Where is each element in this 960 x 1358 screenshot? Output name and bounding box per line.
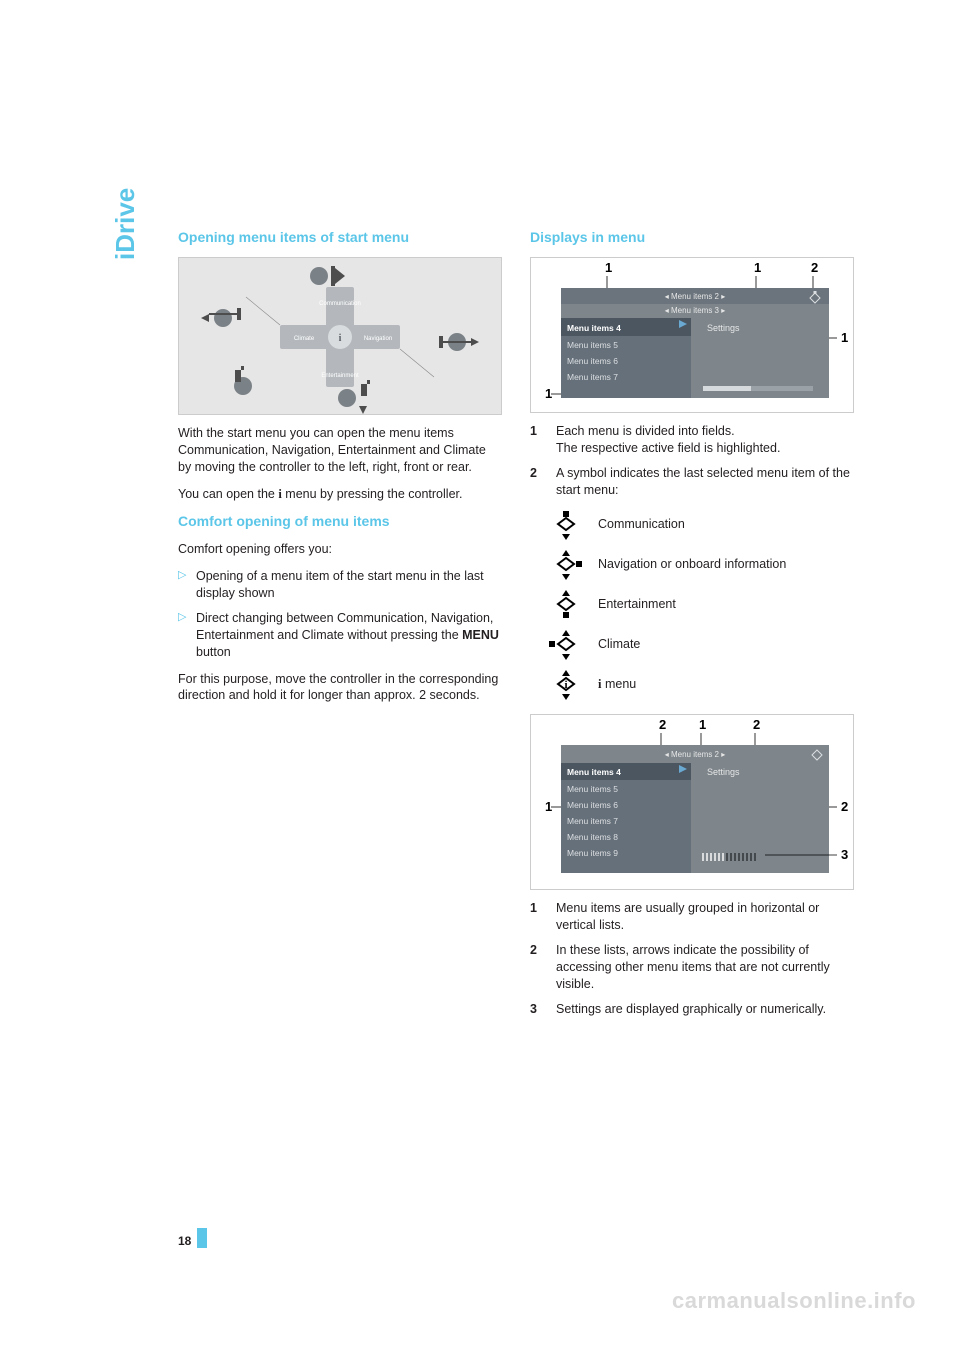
diamond-down-icon — [548, 588, 584, 620]
svg-text:3: 3 — [841, 847, 848, 862]
svg-text:◂ Menu items 3 ▸: ◂ Menu items 3 ▸ — [665, 306, 726, 315]
svg-text:Menu items 7: Menu items 7 — [567, 816, 618, 826]
symbol-row-comm: Communication — [548, 508, 854, 540]
svg-text:Menu items 8: Menu items 8 — [567, 832, 618, 842]
symbol-row-imenu: i i menu — [548, 668, 854, 700]
para-i-menu: You can open the i menu by pressing the … — [178, 486, 502, 503]
symbol-label: i menu — [598, 676, 636, 693]
svg-text:Communication: Communication — [319, 301, 361, 307]
symbol-label: Entertainment — [598, 596, 676, 613]
page-number-value: 18 — [178, 1234, 191, 1248]
svg-text:1: 1 — [699, 717, 706, 732]
svg-text:Climate: Climate — [294, 336, 315, 342]
para-comfort-hold: For this purpose, move the controller in… — [178, 671, 502, 705]
para-start-menu-desc: With the start menu you can open the men… — [178, 425, 502, 476]
svg-text:1: 1 — [841, 330, 848, 345]
para-comfort-intro: Comfort opening offers you: — [178, 541, 502, 558]
diamond-right-icon — [548, 548, 584, 580]
symbol-row-clim: Climate — [548, 628, 854, 660]
list-item: Opening of a menu item of the start menu… — [178, 568, 502, 602]
menu-button-label: MENU — [462, 628, 499, 642]
svg-text:Menu items 7: Menu items 7 — [567, 372, 618, 382]
text-fragment: The respective active field is highlight… — [556, 441, 780, 455]
list-item: Direct changing between Communication, N… — [178, 610, 502, 661]
diamond-left-icon — [548, 628, 584, 660]
svg-text:2: 2 — [841, 799, 848, 814]
list-item: 3 Settings are displayed graphically or n… — [530, 1001, 854, 1018]
svg-text:1: 1 — [545, 799, 552, 814]
symbol-label: Navigation or onboard information — [598, 556, 786, 573]
page-content: Opening menu items of start menu Communi… — [178, 228, 852, 1028]
svg-text:i: i — [339, 333, 342, 344]
figure-menu-fields: 1 1 2 ◂ Menu items 2 ▸ ◂ Menu items 3 ▸ … — [530, 257, 854, 413]
svg-text:Menu items 5: Menu items 5 — [567, 340, 618, 350]
list-number: 1 — [530, 423, 544, 457]
svg-text:2: 2 — [659, 717, 666, 732]
list-item: 1 Menu items are usually grouped in horiz… — [530, 900, 854, 934]
symbol-table: Communication Navigation or onboard info… — [548, 508, 854, 700]
text-fragment: button — [196, 645, 231, 659]
fields-legend: 1 Each menu is divided into fields. The … — [530, 423, 854, 499]
text-fragment: menu — [601, 677, 636, 691]
svg-text:Menu items 4: Menu items 4 — [567, 767, 621, 777]
svg-text:Menu items 6: Menu items 6 — [567, 356, 618, 366]
page-number: 18 — [178, 1228, 207, 1248]
svg-text:2: 2 — [753, 717, 760, 732]
svg-text:1: 1 — [605, 260, 612, 275]
list-item: 2 A symbol indicates the last selected m… — [530, 465, 854, 499]
text-fragment: You can open the — [178, 487, 278, 501]
list-number: 2 — [530, 465, 544, 499]
list-text: Menu items are usually grouped in horizo… — [556, 900, 854, 934]
symbol-label: Climate — [598, 636, 640, 653]
text-fragment: Direct changing between Communication, N… — [196, 611, 493, 642]
lists-legend: 1 Menu items are usually grouped in horiz… — [530, 900, 854, 1017]
comfort-bullets: Opening of a menu item of the start menu… — [178, 568, 502, 660]
list-text: In these lists, arrows indicate the poss… — [556, 942, 854, 993]
svg-text:Settings: Settings — [707, 767, 740, 777]
section-side-label: iDrive — [110, 188, 141, 260]
heading-displays: Displays in menu — [530, 228, 854, 247]
page-number-marker — [197, 1228, 207, 1248]
svg-text:Menu items 6: Menu items 6 — [567, 800, 618, 810]
right-column: Displays in menu 1 1 2 ◂ Menu items 2 ▸ … — [530, 228, 854, 1028]
svg-text:i: i — [564, 679, 567, 691]
svg-text:1: 1 — [754, 260, 761, 275]
svg-text:Settings: Settings — [707, 323, 740, 333]
svg-text:◂ Menu items 2 ▸: ◂ Menu items 2 ▸ — [665, 292, 726, 301]
left-column: Opening menu items of start menu Communi… — [178, 228, 502, 1028]
list-text: A symbol indicates the last selected men… — [556, 465, 854, 499]
watermark: carmanualsonline.info — [672, 1288, 916, 1314]
heading-comfort: Comfort opening of menu items — [178, 512, 502, 531]
diamond-center-icon: i — [548, 668, 584, 700]
svg-text:Entertainment: Entertainment — [321, 373, 359, 379]
list-item: 1 Each menu is divided into fields. The … — [530, 423, 854, 457]
svg-text:1: 1 — [545, 386, 552, 401]
svg-text:◂ Menu items 2 ▸: ◂ Menu items 2 ▸ — [665, 750, 726, 759]
symbol-row-nav: Navigation or onboard information — [548, 548, 854, 580]
symbol-row-ent: Entertainment — [548, 588, 854, 620]
svg-text:Menu items 9: Menu items 9 — [567, 848, 618, 858]
list-number: 2 — [530, 942, 544, 993]
figure-menu-lists: 2 1 2 ◂ Menu items 2 ▸ Menu items 4 Menu… — [530, 714, 854, 890]
symbol-label: Communication — [598, 516, 685, 533]
diamond-up-icon — [548, 508, 584, 540]
svg-text:Menu items 4: Menu items 4 — [567, 323, 621, 333]
list-item: 2In these lists, arrows indicate the pos… — [530, 942, 854, 993]
svg-text:Menu items 5: Menu items 5 — [567, 784, 618, 794]
list-number: 3 — [530, 1001, 544, 1018]
svg-text:Navigation: Navigation — [364, 336, 392, 342]
list-number: 1 — [530, 900, 544, 934]
heading-opening-menu: Opening menu items of start menu — [178, 228, 502, 247]
list-text: Settings are displayed graphically or nu… — [556, 1001, 826, 1018]
list-text: Each menu is divided into fields. The re… — [556, 423, 780, 457]
svg-text:2: 2 — [811, 260, 818, 275]
figure-start-menu: Communication Climate Navigation Enterta… — [178, 257, 502, 415]
text-fragment: menu by pressing the controller. — [282, 487, 463, 501]
text-fragment: Each menu is divided into fields. — [556, 424, 735, 438]
